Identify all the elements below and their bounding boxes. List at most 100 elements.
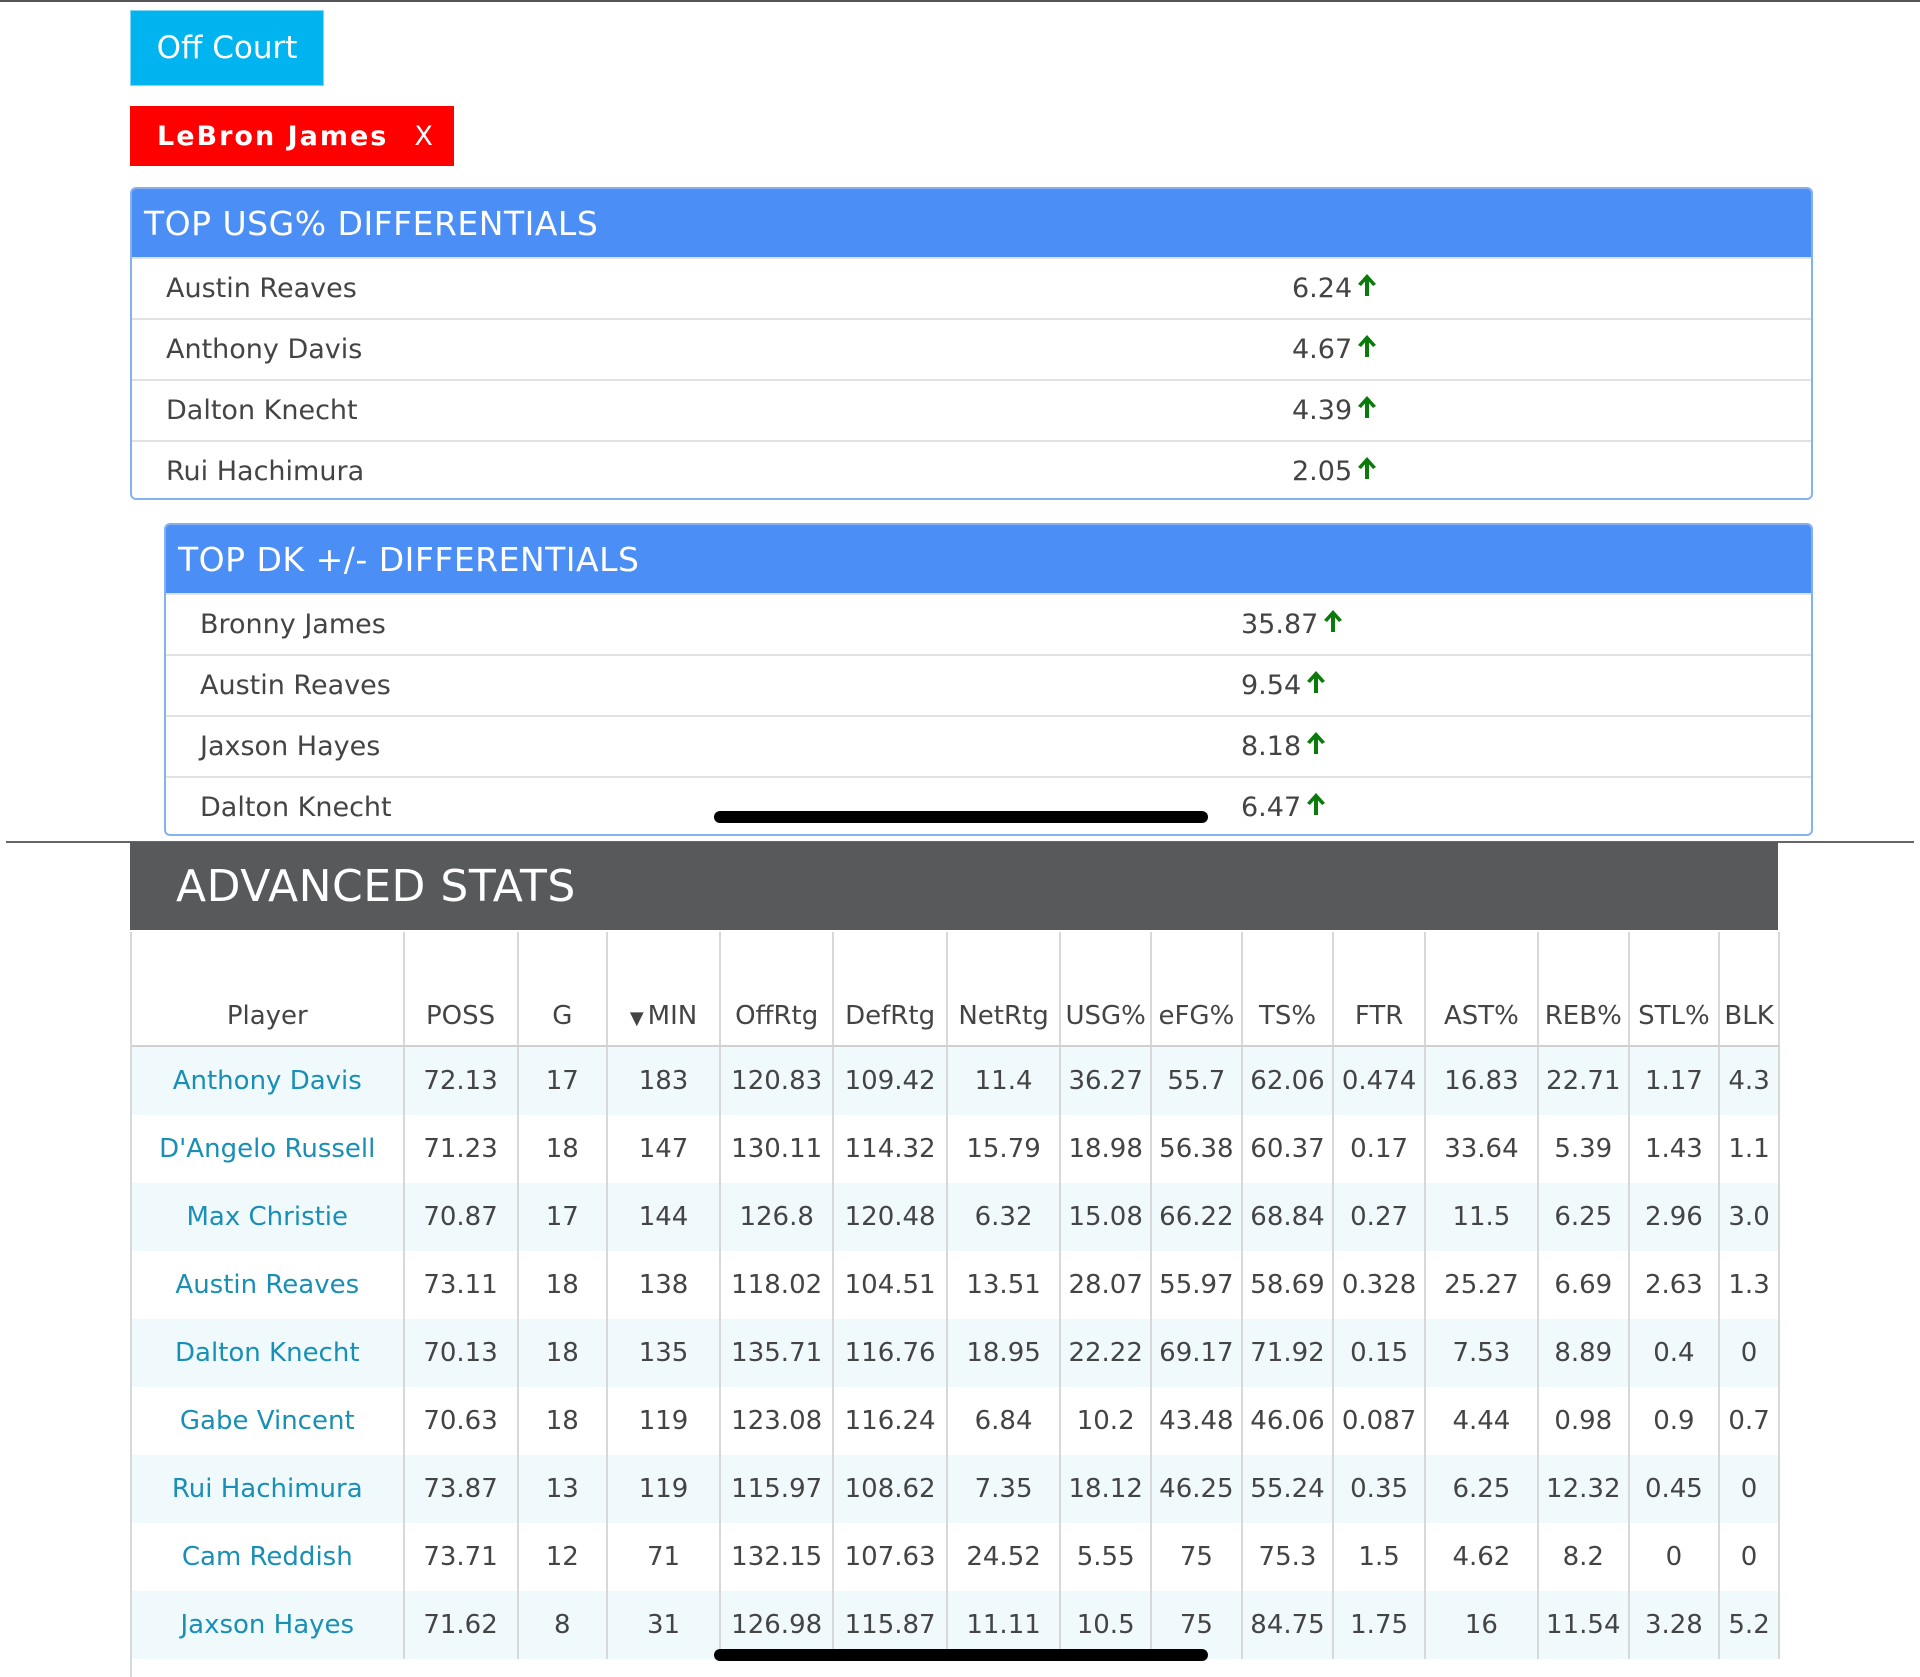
stat-cell: 4.44 (1424, 1387, 1539, 1455)
remove-filter-icon[interactable]: X (414, 120, 435, 152)
off-court-button[interactable]: Off Court (130, 10, 324, 86)
stat-cell: 70.13 (403, 1319, 519, 1387)
player-link[interactable]: D'Angelo Russell (132, 1115, 405, 1183)
column-header-label: BLK (1724, 1001, 1774, 1031)
stat-cell: 144 (607, 1183, 721, 1251)
stat-cell: 11.54 (1537, 1591, 1630, 1659)
player-link[interactable]: Cam Reddish (132, 1523, 405, 1591)
stat-cell: 46.25 (1151, 1455, 1243, 1523)
column-header-reb-[interactable]: REB% (1537, 932, 1630, 1047)
table-row: Dalton Knecht 70.13 18 135 135.71 116.76 18.95… (132, 1319, 1780, 1387)
stat-cell: 0.9 (1628, 1387, 1721, 1455)
column-header-ftr[interactable]: FTR (1333, 932, 1426, 1047)
column-header-player[interactable]: Player (132, 932, 405, 1047)
stat-cell: 11.11 (946, 1591, 1062, 1659)
table-row: D'Angelo Russell 71.23 18 147 130.11 114.32 15… (132, 1115, 1780, 1183)
stat-cell: 109.42 (833, 1046, 948, 1115)
stat-cell: 11.4 (946, 1046, 1062, 1115)
player-link[interactable]: Austin Reaves (132, 1251, 405, 1319)
stat-cell: 71.23 (403, 1115, 519, 1183)
stat-cell: 4.62 (1424, 1523, 1539, 1591)
column-header-stl-[interactable]: STL% (1628, 932, 1721, 1047)
column-header-netrtg[interactable]: NetRtg (946, 932, 1062, 1047)
column-header-min[interactable]: ▼ MIN (607, 932, 721, 1047)
home-indicator-bottom (714, 1649, 1208, 1661)
differential-value: 9.54 (1241, 670, 1302, 701)
column-header-usg-[interactable]: USG% (1060, 932, 1153, 1047)
stat-cell: 126.98 (719, 1591, 835, 1659)
stat-cell: 0.4 (1628, 1319, 1721, 1387)
stat-cell: 73.87 (403, 1455, 519, 1523)
player-link[interactable]: Rui Hachimura (132, 1455, 405, 1523)
player-link[interactable]: Gabe Vincent (132, 1387, 405, 1455)
column-header-ast-[interactable]: AST% (1424, 932, 1539, 1047)
column-header-label: MIN (647, 1001, 698, 1031)
stat-cell: 0.35 (1333, 1455, 1426, 1523)
player-link[interactable]: Max Christie (132, 1183, 405, 1251)
player-link[interactable]: Dalton Knecht (132, 1319, 405, 1387)
column-header-defrtg[interactable]: DefRtg (833, 932, 948, 1047)
stat-cell: 4.3 (1719, 1046, 1780, 1115)
stat-cell: 1.43 (1628, 1115, 1721, 1183)
stat-cell: 18.12 (1060, 1455, 1153, 1523)
stat-cell: 107.63 (833, 1523, 948, 1591)
column-header-efg-[interactable]: eFG% (1151, 932, 1243, 1047)
stat-cell: 75 (1151, 1523, 1243, 1591)
column-header-label: Player (226, 1001, 308, 1031)
stat-cell: 0.45 (1628, 1455, 1721, 1523)
stat-cell: 55.7 (1151, 1046, 1243, 1115)
player-filter-tag[interactable]: LeBron James X (130, 106, 454, 166)
stat-cell: 120.48 (833, 1183, 948, 1251)
stat-cell: 2.63 (1628, 1251, 1721, 1319)
stat-cell: 16.83 (1424, 1046, 1539, 1115)
column-header-ts-[interactable]: TS% (1241, 932, 1335, 1047)
stat-cell: 0.98 (1537, 1387, 1630, 1455)
differential-player-name: Bronny James (200, 609, 386, 640)
arrow-up-icon (1305, 729, 1327, 764)
player-link[interactable]: Jaxson Hayes (132, 1591, 405, 1659)
stat-cell: 12.32 (1537, 1455, 1630, 1523)
stat-cell: 10.2 (1060, 1387, 1153, 1455)
column-header-label: FTR (1354, 1001, 1404, 1031)
differential-value-group: 4.39 (1292, 393, 1378, 428)
table-row: Jaxson Hayes 71.62 8 31 126.98 115.87 11.11 10.… (132, 1591, 1780, 1659)
stat-cell: 0.7 (1719, 1387, 1780, 1455)
stat-cell: 2.96 (1628, 1183, 1721, 1251)
stat-cell: 18 (517, 1387, 609, 1455)
differential-row: Dalton Knecht 4.39 (132, 379, 1811, 440)
stat-cell: 43.48 (1151, 1387, 1243, 1455)
sort-descending-icon: ▼ (629, 1008, 644, 1029)
stat-cell: 62.06 (1241, 1046, 1335, 1115)
stat-cell: 18.98 (1060, 1115, 1153, 1183)
table-row: Cam Reddish 73.71 12 71 132.15 107.63 24.52 5.5… (132, 1523, 1780, 1591)
stat-cell: 115.87 (833, 1591, 948, 1659)
column-header-blk[interactable]: BLK (1719, 932, 1780, 1047)
stat-cell: 18.95 (946, 1319, 1062, 1387)
advanced-stats-table: Player POSS G ▼ MIN OffRtg DefRtg NetRtg USG% eFG… (130, 932, 1780, 1677)
differential-player-name: Austin Reaves (200, 670, 391, 701)
differential-value-group: 6.47 (1241, 790, 1327, 825)
player-link[interactable]: Anthony Davis (132, 1046, 405, 1115)
stat-cell: 0.15 (1333, 1319, 1426, 1387)
column-header-poss[interactable]: POSS (403, 932, 519, 1047)
stats-table: Player POSS G ▼ MIN OffRtg DefRtg NetRtg USG% eFG… (132, 932, 1780, 1659)
differential-value: 6.24 (1292, 273, 1353, 304)
column-header-g[interactable]: G (517, 932, 609, 1047)
stat-cell: 116.76 (833, 1319, 948, 1387)
stat-cell: 16 (1424, 1591, 1539, 1659)
arrow-up-icon (1305, 668, 1327, 703)
arrow-up-icon (1356, 393, 1378, 428)
column-header-label: G (552, 1001, 573, 1031)
stat-cell: 1.75 (1333, 1591, 1426, 1659)
differential-row: Rui Hachimura 2.05 (132, 440, 1811, 498)
stat-cell: 31 (607, 1591, 721, 1659)
stat-cell: 24.52 (946, 1523, 1062, 1591)
stat-cell: 0.474 (1333, 1046, 1426, 1115)
stat-cell: 68.84 (1241, 1183, 1335, 1251)
stat-cell: 0 (1719, 1523, 1780, 1591)
stat-cell: 8.2 (1537, 1523, 1630, 1591)
dk-card-title: TOP DK +/- DIFFERENTIALS (166, 525, 1811, 593)
stat-cell: 3.0 (1719, 1183, 1780, 1251)
column-header-offrtg[interactable]: OffRtg (719, 932, 835, 1047)
stat-cell: 0 (1628, 1523, 1721, 1591)
